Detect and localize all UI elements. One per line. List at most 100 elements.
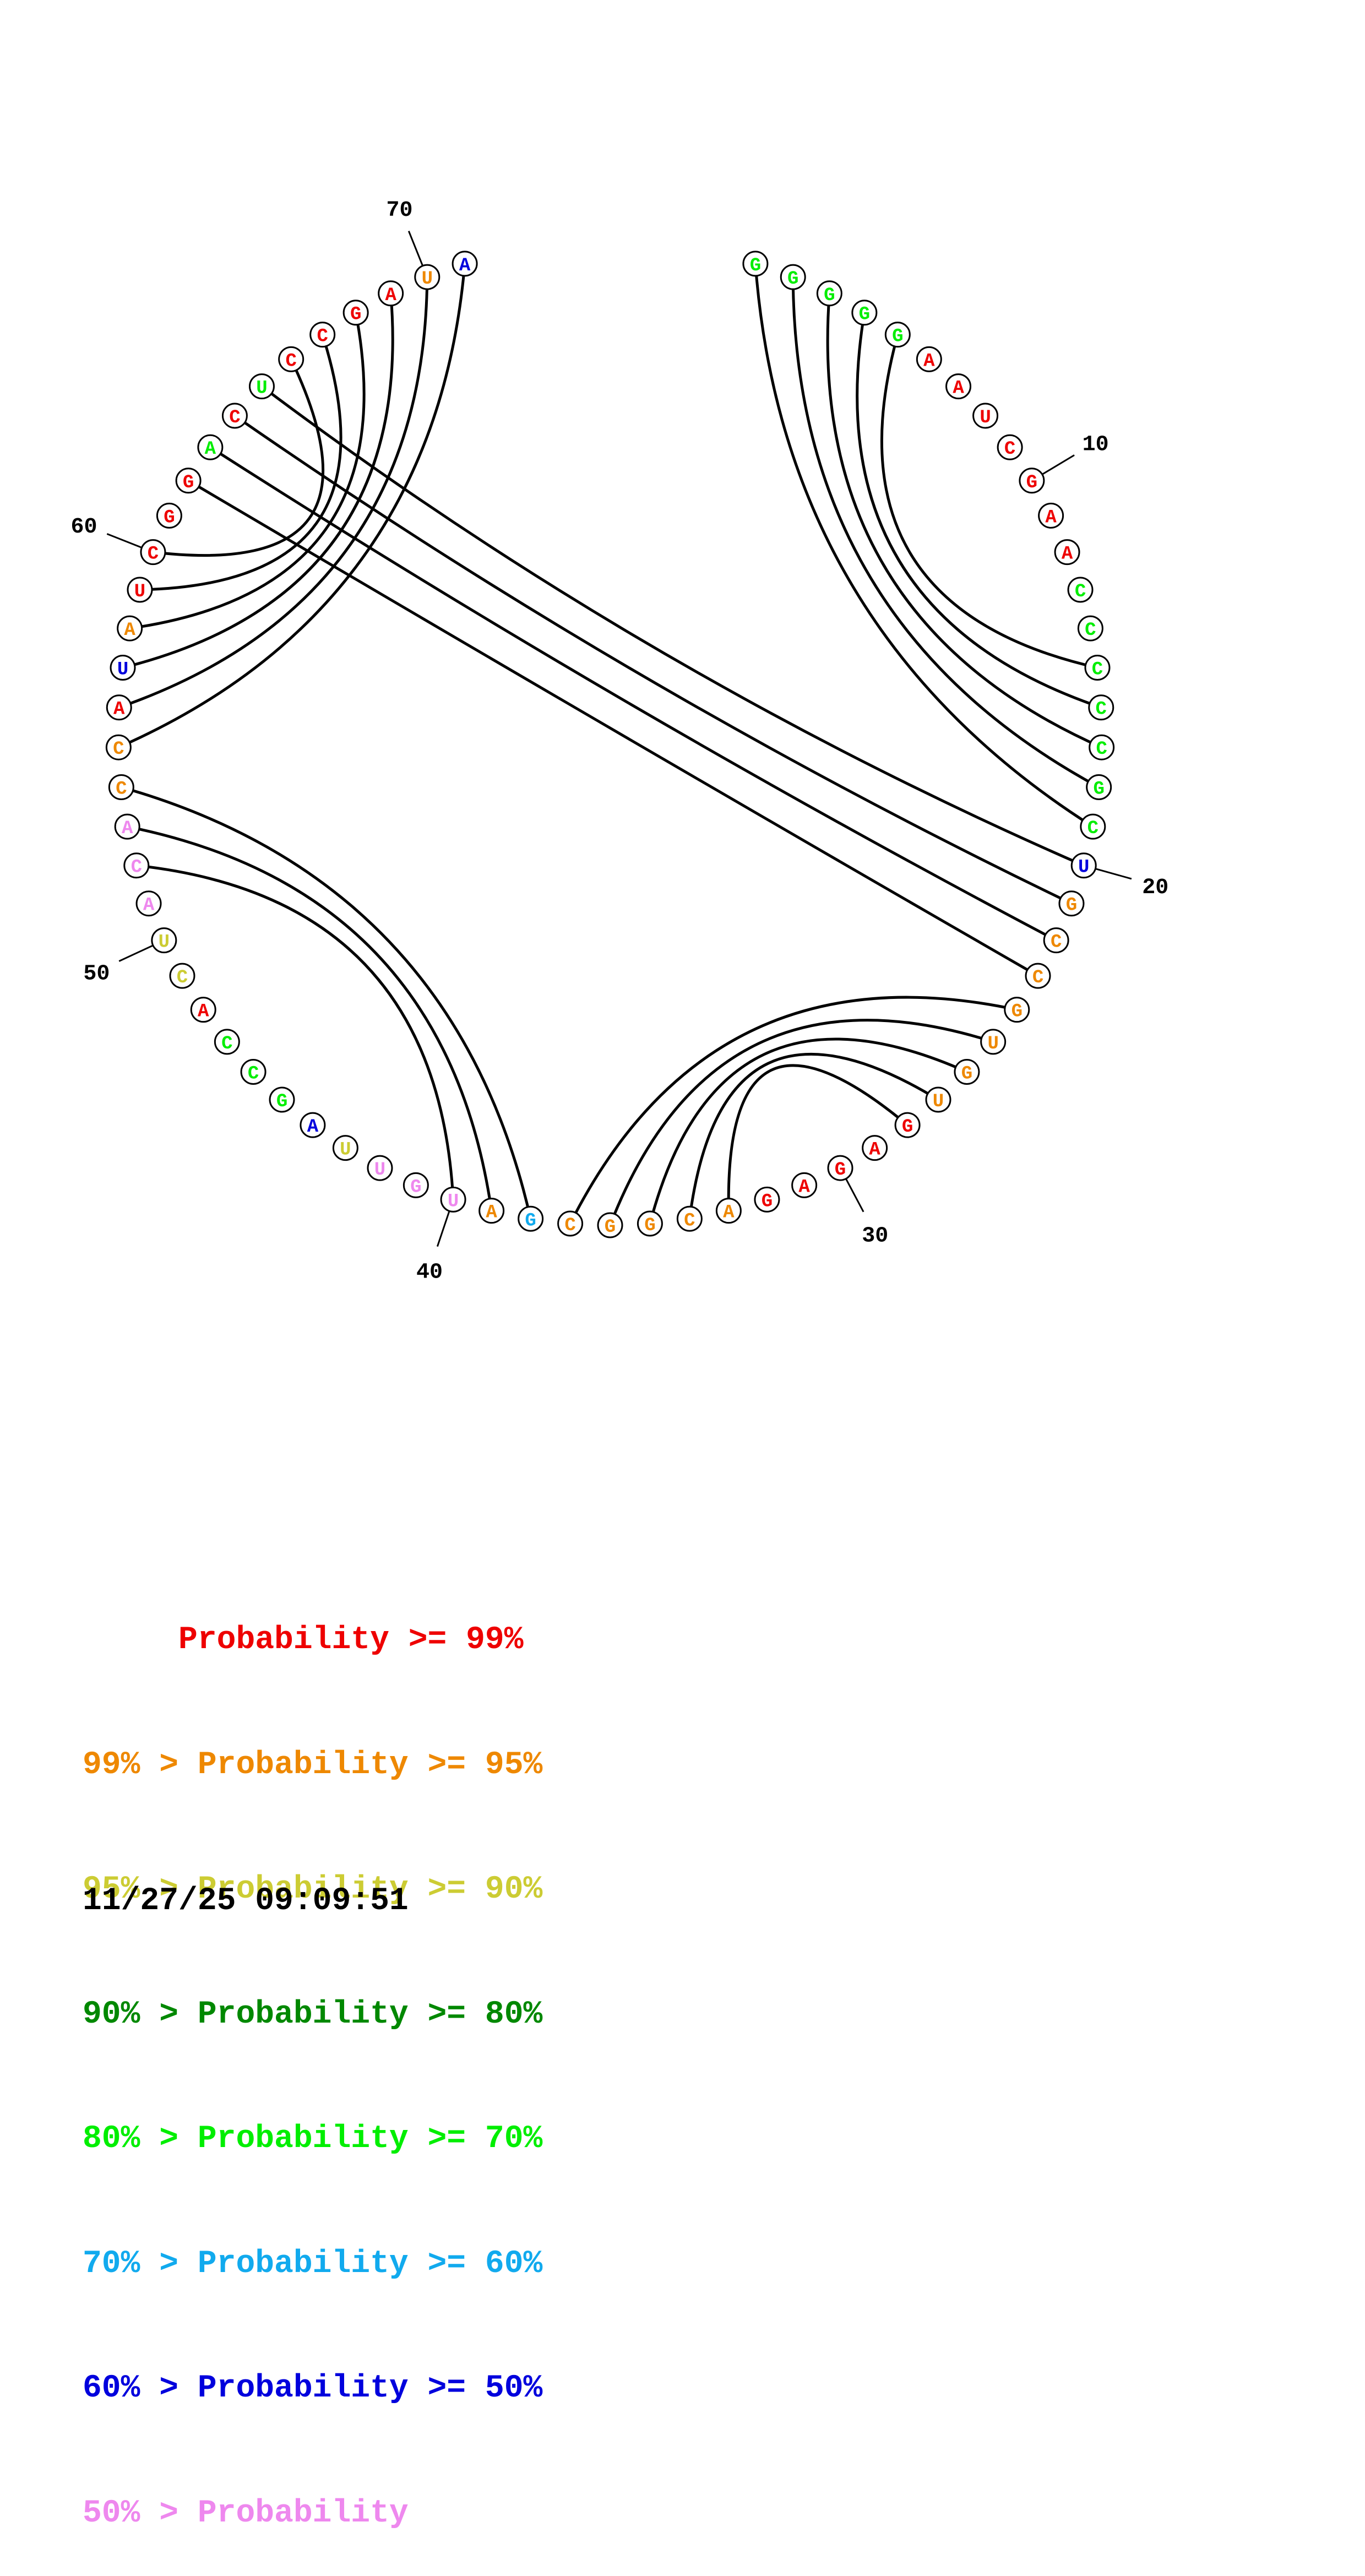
nucleotide-letter: G	[750, 256, 761, 276]
nucleotide-letter: A	[869, 1140, 880, 1161]
pair-arc	[260, 385, 1085, 867]
nucleotide-letter: C	[1087, 818, 1098, 839]
legend-row-50: 60% > Probability >= 50%	[83, 2371, 543, 2406]
nucleotide-circle	[816, 280, 842, 307]
nucleotide-letter: G	[762, 1191, 773, 1212]
nucleotide-circle	[332, 1135, 358, 1161]
nucleotide-circle	[827, 1155, 853, 1181]
position-ticks: 10 20 30 40 50 60 70	[70, 198, 1168, 1285]
nucleotide-circle	[916, 346, 942, 372]
nucleotide-letter: C	[177, 968, 188, 988]
nucleotide-letter: U	[374, 1160, 385, 1181]
nucleotide-circle	[440, 1186, 466, 1213]
nucleotide-circle	[557, 1210, 584, 1237]
nucleotide-letter: C	[148, 544, 159, 565]
pair-arc	[118, 263, 466, 749]
pair-arcs	[118, 263, 1102, 1226]
nucleotide-circle	[127, 577, 153, 603]
nucleotide-circle	[175, 468, 202, 494]
nucleotide-circle	[597, 1212, 623, 1238]
nucleotide-circle	[367, 1155, 393, 1181]
nucleotide-letter: U	[340, 1140, 351, 1161]
nucleotide-letter: C	[1085, 620, 1096, 641]
nucleotide-circles: GGGGGAAUCGAACCCCCGCUGCCGUGUGAGAGACGGCGAU…	[105, 251, 1115, 1238]
nucleotide-letter: A	[205, 439, 216, 460]
position-label: 30	[862, 1224, 888, 1248]
position-label: 50	[83, 961, 110, 986]
nucleotide-letter: A	[143, 895, 155, 916]
nucleotide-circle	[248, 373, 275, 400]
nucleotide-letter: C	[248, 1064, 259, 1085]
nucleotide-letter: U	[159, 932, 170, 953]
nucleotide-letter: U	[980, 407, 991, 428]
legend-row-99: Probability >= 99%	[83, 1622, 524, 1658]
nucleotide-letter: C	[229, 407, 240, 428]
nucleotide-circle	[1004, 997, 1030, 1023]
nucleotide-circle	[240, 1059, 267, 1085]
pair-arc	[880, 334, 1098, 669]
nucleotide-letter: U	[422, 269, 433, 290]
nucleotide-letter: U	[448, 1191, 459, 1212]
nucleotide-letter: A	[198, 1002, 209, 1023]
nucleotide-letter: A	[1045, 507, 1057, 528]
nucleotide-letter: C	[1096, 739, 1107, 760]
nucleotide-letter: C	[1075, 581, 1086, 602]
nucleotide-letter: C	[285, 351, 296, 372]
nucleotide-circle	[169, 963, 195, 989]
nucleotide-letter: U	[117, 660, 128, 681]
nucleotide-letter: G	[859, 305, 870, 325]
nucleotide-circle	[980, 1029, 1007, 1055]
position-label: 40	[416, 1260, 443, 1285]
nucleotide-letter: A	[486, 1203, 497, 1224]
nucleotide-letter: G	[824, 285, 835, 306]
pair-arc	[127, 825, 493, 1211]
nucleotide-letter: A	[953, 378, 964, 399]
nucleotide-letter: G	[787, 269, 798, 290]
nucleotide-circle	[851, 300, 878, 326]
nucleotide-letter: A	[307, 1117, 319, 1138]
nucleotide-letter: G	[276, 1091, 287, 1112]
nucleotide-letter: C	[1096, 699, 1107, 720]
nucleotide-circle	[1019, 468, 1045, 494]
pair-arc	[153, 358, 324, 557]
position-label: 70	[387, 198, 413, 223]
nucleotide-circle	[156, 502, 182, 529]
nucleotide-letter: C	[1051, 932, 1062, 953]
nucleotide-circle	[342, 300, 369, 326]
probability-legend: Probability >= 99% 99% > Probability >= …	[83, 1536, 542, 2576]
pair-arc	[649, 1037, 967, 1224]
nucleotide-letter: G	[525, 1210, 536, 1231]
nucleotide-letter: A	[459, 256, 471, 276]
nucleotide-circle	[135, 890, 162, 917]
nucleotide-circle	[140, 539, 166, 566]
pair-arc	[727, 1064, 909, 1211]
nucleotide-circle	[1077, 615, 1103, 642]
pair-arc	[826, 293, 1102, 749]
nucleotide-letter: A	[723, 1203, 735, 1224]
nucleotide-circle	[894, 1112, 921, 1138]
timestamp: 11/27/25 09:09:51	[83, 1883, 409, 1919]
nucleotide-circle	[1084, 655, 1111, 681]
pair-arc	[856, 312, 1102, 709]
nucleotide-circle	[108, 774, 134, 801]
nucleotide-circle	[715, 1198, 742, 1224]
position-label: 10	[1083, 432, 1109, 457]
legend-row-below-50: 50% > Probability	[83, 2495, 409, 2531]
nucleotide-circle	[1038, 502, 1064, 529]
nucleotide-letter: A	[122, 818, 133, 839]
pair-arc	[608, 1019, 994, 1226]
pair-arc	[791, 277, 1100, 789]
nucleotide-circle	[151, 927, 177, 954]
nucleotide-letter: C	[1032, 968, 1043, 988]
nucleotide-letter: G	[1011, 1002, 1023, 1023]
nucleotide-circle	[1067, 577, 1094, 603]
pair-arc	[569, 996, 1018, 1225]
nucleotide-letter: G	[183, 472, 194, 493]
nucleotide-letter: A	[113, 699, 125, 720]
pair-arc	[129, 312, 366, 630]
nucleotide-circle	[269, 1086, 295, 1113]
nucleotide-circle	[754, 1186, 780, 1213]
nucleotide-circle	[1058, 890, 1085, 917]
nucleotide-circle	[110, 655, 136, 681]
nucleotide-circle	[1025, 963, 1051, 989]
